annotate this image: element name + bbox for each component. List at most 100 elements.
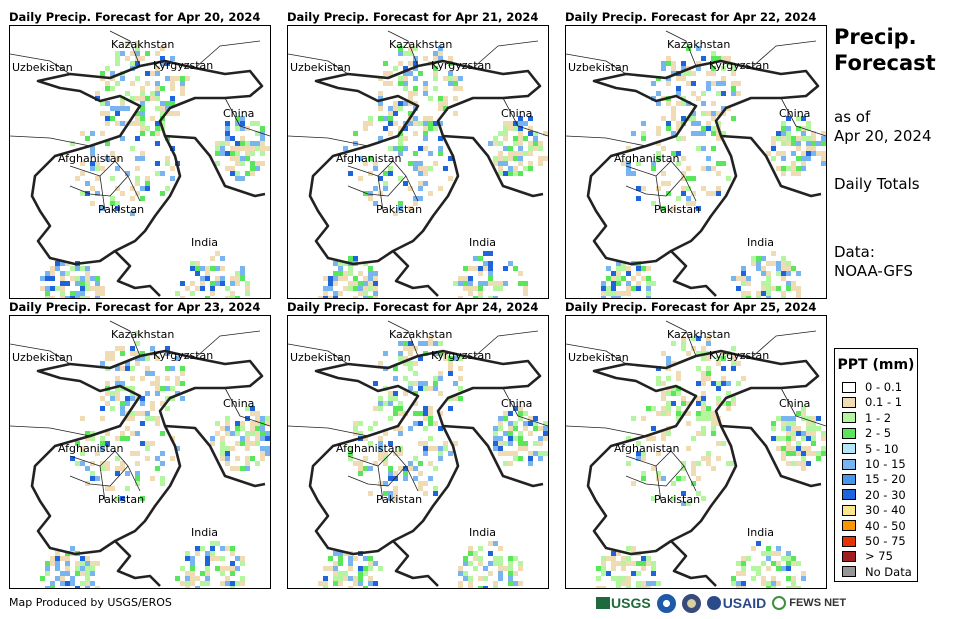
precip-cell: [75, 276, 80, 281]
precip-cell: [393, 106, 398, 111]
precip-cell: [190, 576, 195, 581]
precip-cell: [651, 281, 656, 286]
precip-cell: [781, 136, 786, 141]
precip-cell: [393, 366, 398, 371]
basemap: [566, 30, 826, 298]
precip-cell: [230, 561, 235, 566]
precip-cell: [781, 436, 786, 441]
precip-cell: [636, 456, 641, 461]
precip-cell: [791, 166, 796, 171]
precip-cell: [135, 451, 140, 456]
precip-cell: [418, 481, 423, 486]
precip-cell: [165, 76, 170, 81]
precip-cell: [240, 266, 245, 271]
precip-cell: [616, 551, 621, 556]
precip-cell: [816, 141, 821, 146]
precip-cell: [235, 431, 240, 436]
precip-cell: [518, 561, 523, 566]
precip-cell: [626, 546, 631, 551]
precip-cell: [706, 406, 711, 411]
precip-cell: [220, 276, 225, 281]
precip-cell: [538, 161, 543, 166]
country-border: [30, 59, 264, 266]
precip-cell: [676, 376, 681, 381]
precip-cell: [95, 176, 100, 181]
precip-cell: [616, 586, 621, 588]
precip-cell: [353, 426, 358, 431]
precip-cell: [50, 586, 55, 588]
precip-cell: [323, 296, 328, 298]
precip-cell: [398, 141, 403, 146]
legend-label: > 75: [865, 549, 893, 564]
precip-cell: [90, 286, 95, 291]
precip-cell: [85, 281, 90, 286]
precip-cell: [140, 56, 145, 61]
precip-cell: [513, 571, 518, 576]
precip-cell: [666, 411, 671, 416]
precip-cell: [538, 141, 543, 146]
precip-cell: [45, 276, 50, 281]
precip-cell: [676, 121, 681, 126]
precip-cell: [726, 401, 731, 406]
precip-cell: [423, 121, 428, 126]
precip-cell: [265, 146, 270, 151]
precip-cell: [130, 51, 135, 56]
precip-cell: [245, 446, 250, 451]
precip-cell: [55, 566, 60, 571]
precip-cell: [706, 411, 711, 416]
precip-cell: [671, 111, 676, 116]
precip-cell: [155, 66, 160, 71]
precip-cell: [388, 106, 393, 111]
precip-cell: [458, 386, 463, 391]
precip-cell: [468, 586, 473, 588]
precip-cell: [145, 81, 150, 86]
precip-cell: [60, 286, 65, 291]
precip-cell: [170, 81, 175, 86]
precip-cell: [105, 356, 110, 361]
precip-cell: [220, 256, 225, 261]
precip-cell: [651, 161, 656, 166]
precip-cell: [508, 146, 513, 151]
side-title: Precip. Forecast: [834, 24, 936, 76]
precip-cell: [786, 166, 791, 171]
precip-cell: [443, 446, 448, 451]
precip-cell: [651, 581, 656, 586]
precip-cell: [130, 186, 135, 191]
precip-cell: [95, 91, 100, 96]
precip-cell: [766, 271, 771, 276]
precip-cell: [75, 586, 80, 588]
precip-cell: [706, 111, 711, 116]
precip-cell: [806, 416, 811, 421]
precip-cell: [646, 436, 651, 441]
precip-cell: [180, 281, 185, 286]
precip-cell: [328, 566, 333, 571]
precip-cell: [393, 411, 398, 416]
precip-cell: [771, 146, 776, 151]
precip-cell: [50, 581, 55, 586]
precip-cell: [696, 61, 701, 66]
precip-cell: [626, 556, 631, 561]
precip-cell: [230, 571, 235, 576]
precip-cell: [428, 446, 433, 451]
data-label: Data:: [834, 243, 875, 261]
precip-cell: [408, 51, 413, 56]
precip-cell: [135, 41, 140, 46]
precip-cell: [518, 441, 523, 446]
precip-cell: [95, 166, 100, 171]
legend-item: 10 - 15: [842, 457, 906, 471]
precip-cell: [105, 101, 110, 106]
precip-cell: [503, 431, 508, 436]
precip-cell: [478, 256, 483, 261]
precip-cell: [90, 471, 95, 476]
precip-cell: [493, 156, 498, 161]
legend-label: 0.1 - 1: [865, 395, 903, 410]
precip-cell: [225, 581, 230, 586]
precip-cell: [601, 556, 606, 561]
precip-cell: [821, 156, 826, 161]
precip-cell: [776, 286, 781, 291]
precip-cell: [388, 416, 393, 421]
precip-cell: [473, 256, 478, 261]
precip-cell: [180, 81, 185, 86]
precip-cell: [518, 141, 523, 146]
precip-cell: [398, 176, 403, 181]
